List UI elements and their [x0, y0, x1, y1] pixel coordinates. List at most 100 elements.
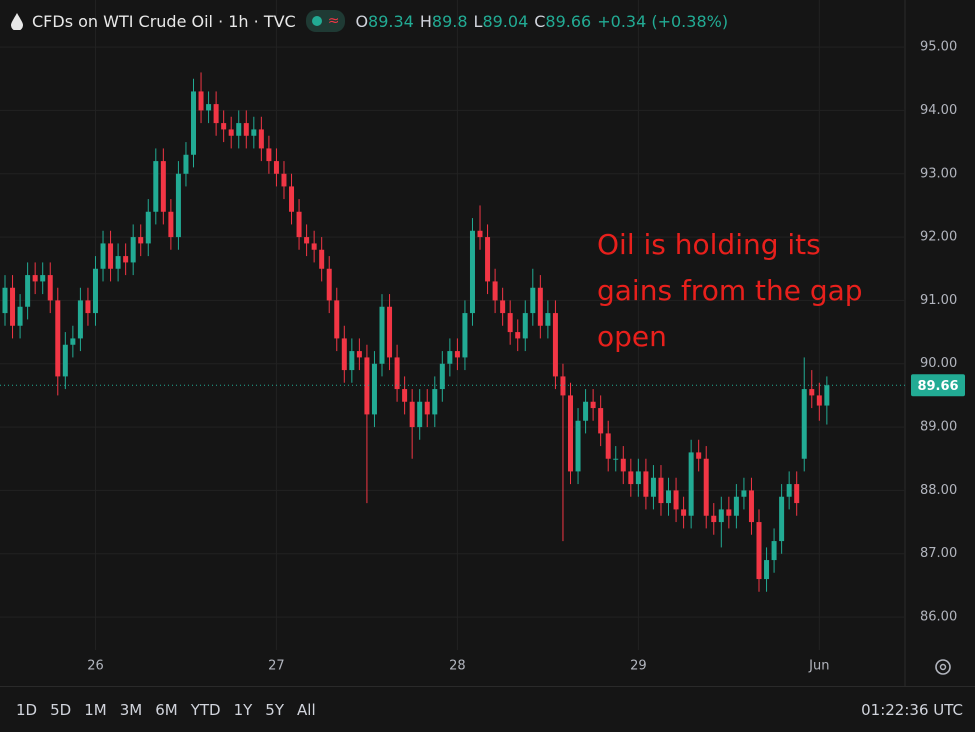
- close-value: 89.66: [545, 11, 592, 31]
- candle-body: [447, 351, 453, 364]
- candle-body: [492, 281, 498, 301]
- candle-body: [115, 256, 121, 269]
- candle-body: [711, 515, 717, 523]
- candle-body: [394, 357, 400, 390]
- candle-body: [530, 287, 536, 314]
- candle-body: [379, 306, 385, 364]
- x-tick-label: Jun: [808, 659, 829, 674]
- candle-body: [733, 496, 739, 516]
- candle-body: [824, 385, 830, 406]
- candle-body: [206, 104, 212, 111]
- candle-body: [236, 123, 242, 136]
- y-tick-label: 91.00: [920, 293, 957, 308]
- x-tick-label: 26: [87, 659, 104, 674]
- high-value: 89.8: [431, 11, 468, 31]
- range-button[interactable]: 1Y: [233, 700, 253, 719]
- last-price-label: 89.66: [917, 379, 958, 394]
- candle-body: [500, 300, 506, 314]
- candle-body: [432, 389, 438, 415]
- y-tick-label: 94.00: [920, 103, 957, 118]
- candle-body: [32, 275, 38, 282]
- candle-body: [764, 560, 770, 580]
- candle-body: [552, 313, 558, 377]
- candle-body: [741, 490, 747, 497]
- symbol-title[interactable]: CFDs on WTI Crude Oil · 1h · TVC: [32, 11, 296, 31]
- legend-header: CFDs on WTI Crude Oil · 1h · TVC ≈ O 89.3…: [10, 8, 728, 34]
- candle-body: [515, 332, 521, 339]
- candle-body: [77, 300, 83, 339]
- candle-body: [424, 401, 430, 415]
- clock: 01:22:36 UTC: [861, 700, 963, 719]
- range-button[interactable]: 3M: [119, 700, 143, 719]
- candle-body: [281, 173, 287, 187]
- candle-body: [507, 313, 513, 333]
- candle-body: [108, 243, 114, 269]
- range-button[interactable]: 1D: [16, 700, 38, 719]
- candle-body: [756, 522, 762, 580]
- candle-body: [809, 389, 815, 396]
- drop-icon: [11, 13, 23, 30]
- x-tick-label: 28: [449, 659, 466, 674]
- high-label: H: [419, 11, 432, 31]
- range-button[interactable]: 5Y: [265, 700, 285, 719]
- candle-body: [145, 211, 151, 244]
- candle-body: [47, 275, 53, 301]
- candle-body: [304, 237, 310, 244]
- close-label: C: [534, 11, 546, 31]
- candle-body: [681, 509, 687, 516]
- y-tick-label: 95.00: [920, 40, 957, 55]
- candle-body: [228, 129, 234, 136]
- range-button[interactable]: 5D: [50, 700, 72, 719]
- candle-body: [2, 287, 8, 314]
- candle-body: [364, 357, 370, 415]
- candle-body: [349, 351, 355, 371]
- candle-body: [583, 401, 589, 421]
- candle-body: [319, 249, 325, 269]
- candle-body: [387, 306, 393, 358]
- candle-body: [153, 161, 159, 212]
- candle-body: [469, 230, 475, 314]
- y-tick-label: 87.00: [920, 546, 957, 561]
- toolbar: 1D 5D 1M 3M 6M YTD 1Y 5Y All 01:22:36 UTC: [0, 686, 975, 732]
- candle-body: [55, 300, 61, 377]
- low-label: L: [473, 11, 483, 31]
- candle-body: [251, 129, 257, 136]
- candle-body: [213, 104, 219, 124]
- candle-body: [62, 344, 68, 377]
- y-tick-label: 93.00: [920, 166, 957, 181]
- candle-body: [485, 237, 491, 282]
- candle-body: [620, 458, 626, 472]
- candle-body: [70, 338, 76, 345]
- candle-body: [658, 477, 664, 504]
- candle-body: [688, 452, 694, 516]
- status-badges: ≈: [305, 10, 346, 32]
- candle-body: [477, 230, 483, 238]
- candle-body: [696, 452, 702, 459]
- candle-body: [221, 123, 227, 130]
- candle-body: [417, 401, 423, 428]
- open-value: 89.34: [368, 11, 414, 31]
- last-price-tag: [911, 374, 965, 397]
- candle-body: [17, 306, 23, 326]
- range-button[interactable]: 6M: [155, 700, 178, 719]
- candle-body: [123, 256, 129, 263]
- candle-body: [92, 268, 98, 314]
- candle-body: [635, 471, 641, 485]
- candle-body: [138, 237, 144, 244]
- candle-body: [748, 490, 754, 523]
- settings-icon[interactable]: [935, 659, 951, 675]
- candle-body: [575, 420, 581, 472]
- range-button[interactable]: 1M: [84, 700, 107, 719]
- candle-body: [605, 433, 611, 459]
- candle-body: [356, 351, 362, 358]
- candle-body: [794, 484, 800, 504]
- range-button[interactable]: YTD: [190, 700, 221, 719]
- candle-body: [266, 148, 272, 162]
- candle-body: [537, 287, 543, 326]
- y-tick-label: 89.00: [920, 420, 957, 435]
- candle-body: [198, 91, 204, 111]
- range-button[interactable]: All: [297, 700, 316, 719]
- change-value: +0.34 (+0.38%): [597, 11, 729, 31]
- candle-body: [289, 186, 295, 212]
